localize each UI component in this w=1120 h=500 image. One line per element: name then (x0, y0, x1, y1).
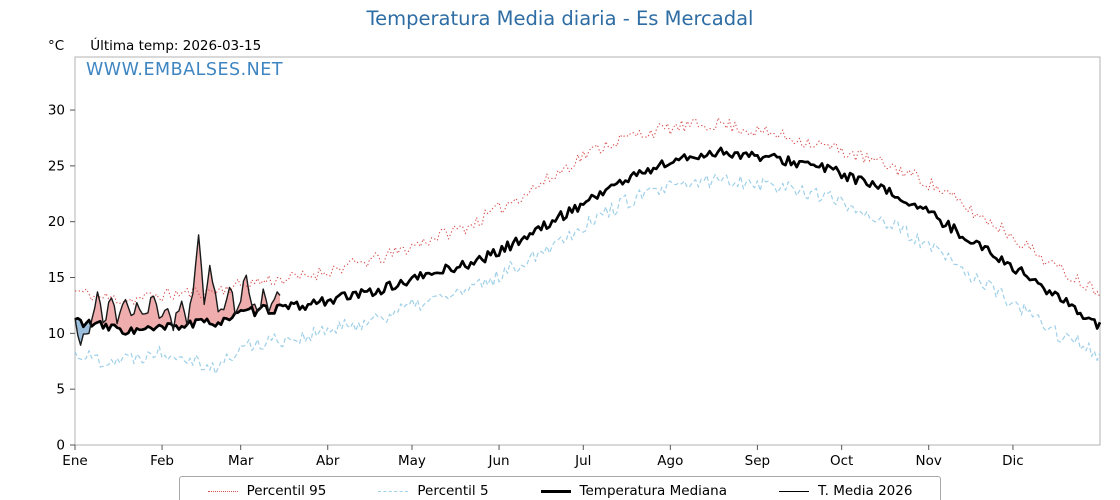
x-tick-label: Sep (745, 453, 770, 469)
y-tick-label: 30 (48, 103, 65, 119)
watermark: WWW.EMBALSES.NET (86, 60, 284, 80)
x-tick-label: Oct (830, 453, 853, 469)
y-unit-label: °C (48, 38, 65, 54)
x-tick-label: Mar (228, 453, 254, 469)
x-tick-label: Ago (657, 453, 683, 469)
legend-item-percentil95: Percentil 95 (207, 483, 327, 499)
fill-above-median (174, 301, 188, 330)
y-tick-label: 0 (56, 438, 65, 454)
y-tick-label: 25 (48, 158, 65, 174)
last-temp-label: Última temp: 2026-03-15 (90, 38, 262, 54)
x-tick-label: Dic (1002, 453, 1024, 469)
legend-item-media2026: T. Media 2026 (779, 483, 912, 499)
percentil5-line-icon (378, 490, 409, 492)
x-tick-label: Ene (62, 453, 87, 469)
plot-area (74, 56, 1101, 446)
y-tick-label: 10 (48, 326, 65, 342)
y-tick-label: 20 (48, 214, 65, 230)
mediana-line-icon (540, 489, 571, 493)
legend-label-percentil5: Percentil 5 (417, 483, 489, 499)
fill-above-median (187, 234, 235, 328)
legend-item-mediana: Temperatura Mediana (540, 483, 727, 499)
legend-label-percentil95: Percentil 95 (246, 483, 327, 499)
axis-header: °C Última temp: 2026-03-15 (48, 38, 261, 54)
percentil95-line-icon (207, 490, 238, 492)
legend-label-media2026: T. Media 2026 (818, 483, 913, 499)
y-tick-label: 5 (56, 382, 65, 398)
percentil5-line (74, 173, 1101, 375)
media2026-line (74, 234, 281, 346)
chart-title: Temperatura Media diaria - Es Mercadal (366, 7, 754, 30)
x-tick-label: Feb (150, 453, 174, 469)
x-tick-label: Nov (916, 453, 942, 469)
x-tick-label: Jul (574, 453, 591, 469)
legend-label-mediana: Temperatura Mediana (579, 483, 727, 499)
mediana-line (74, 146, 1102, 336)
x-tick-label: May (398, 453, 426, 469)
chart-legend: Percentil 95 Percentil 5 Temperatura Med… (178, 476, 942, 500)
y-tick-label: 15 (48, 270, 65, 286)
media2026-line-icon (779, 490, 809, 492)
legend-item-percentil5: Percentil 5 (378, 483, 489, 499)
x-tick-label: Abr (316, 453, 340, 469)
x-tick-label: Jun (487, 453, 509, 469)
